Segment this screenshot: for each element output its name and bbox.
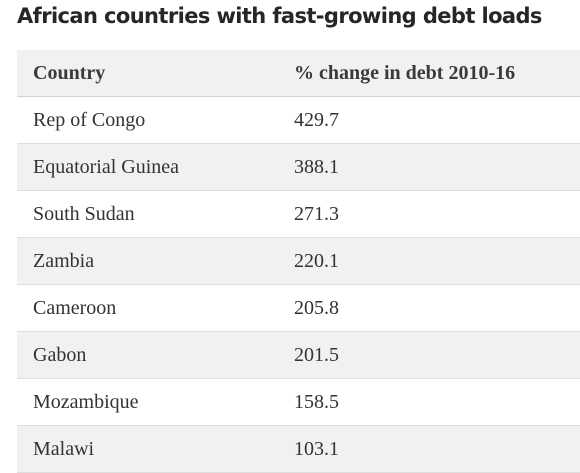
country-cell: Gabon <box>33 344 87 366</box>
debt-change-cell: 220.1 <box>294 250 339 272</box>
debt-change-cell: 388.1 <box>294 156 339 178</box>
column-header-debt-change: % change in debt 2010-16 <box>294 62 516 84</box>
country-cell: South Sudan <box>33 203 135 225</box>
column-header-country: Country <box>33 62 106 84</box>
country-cell: Zambia <box>33 250 95 272</box>
debt-change-cell: 271.3 <box>294 203 339 225</box>
data-table: Country % change in debt 2010-16 Rep of … <box>17 50 580 473</box>
debt-change-cell: 158.5 <box>294 391 339 413</box>
table-header-row: Country % change in debt 2010-16 <box>17 50 580 97</box>
country-cell: Equatorial Guinea <box>33 156 180 178</box>
table-row: Mozambique 158.5 <box>17 379 580 426</box>
chart-title: African countries with fast-growing debt… <box>17 4 542 28</box>
table-row: Rep of Congo 429.7 <box>17 97 580 144</box>
table-row: Cameroon 205.8 <box>17 285 580 332</box>
debt-change-cell: 201.5 <box>294 344 339 366</box>
table-row: Gabon 201.5 <box>17 332 580 379</box>
debt-change-cell: 103.1 <box>294 438 339 460</box>
country-cell: Mozambique <box>33 391 139 413</box>
country-cell: Cameroon <box>33 297 117 319</box>
table-row: Zambia 220.1 <box>17 238 580 285</box>
table-row: Malawi 103.1 <box>17 426 580 473</box>
country-cell: Malawi <box>33 438 95 460</box>
table-row: South Sudan 271.3 <box>17 191 580 238</box>
debt-change-cell: 429.7 <box>294 109 339 131</box>
debt-change-cell: 205.8 <box>294 297 339 319</box>
table-row: Equatorial Guinea 388.1 <box>17 144 580 191</box>
country-cell: Rep of Congo <box>33 109 146 131</box>
